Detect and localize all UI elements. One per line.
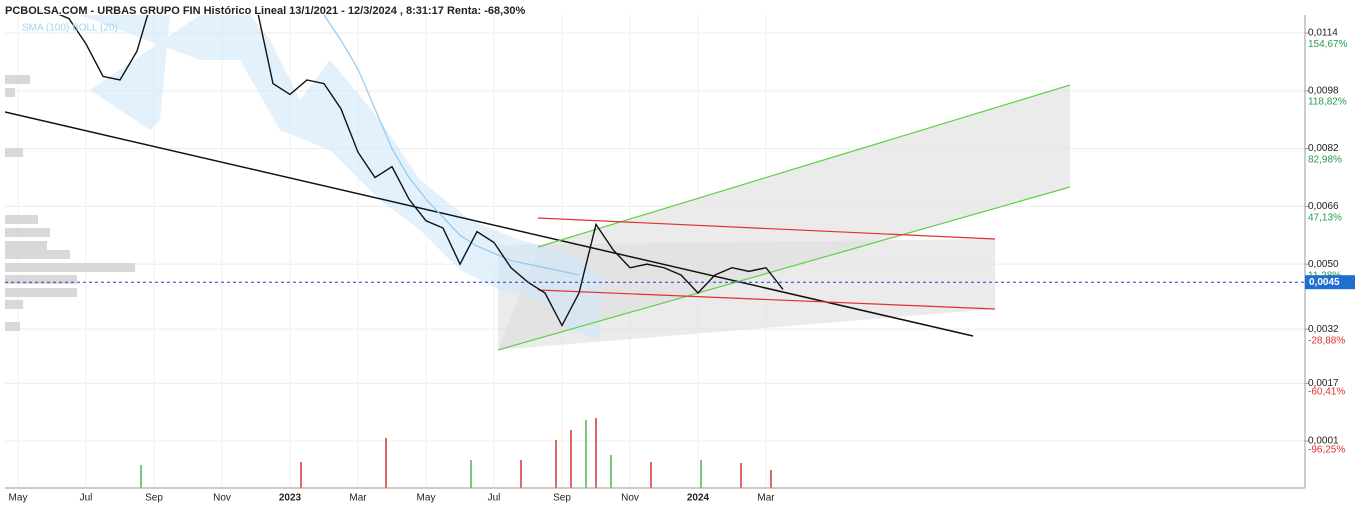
drawings (5, 15, 1071, 488)
y2-tick-label: 118,82% (1308, 97, 1347, 108)
trend-line (5, 111, 974, 337)
y-tick-label: 0,0098 (1308, 85, 1339, 96)
y2-tick-label: 154,67% (1308, 39, 1348, 50)
x-tick-label: Sep (553, 493, 571, 504)
x-tick-label: 2024 (687, 493, 710, 504)
volume-bars (140, 418, 772, 488)
x-tick-label: 2023 (279, 493, 302, 504)
y-tick-label: 0,0066 (1308, 201, 1339, 212)
y2-tick-label: 82,98% (1308, 155, 1342, 166)
x-tick-label: Mar (349, 493, 367, 504)
channel-line (537, 217, 996, 240)
last-price-label: 0,0045 (1309, 277, 1340, 288)
x-tick-label: May (417, 493, 436, 504)
x-tick-label: Nov (621, 493, 639, 504)
y-tick-label: 0,0082 (1308, 143, 1339, 154)
x-tick-label: May (9, 493, 28, 504)
y2-tick-label: -28,88% (1308, 335, 1345, 346)
y-tick-label: 0,0114 (1308, 28, 1338, 39)
x-tick-label: Nov (213, 493, 231, 504)
x-tick-label: Sep (145, 493, 163, 504)
chart-title: PCBOLSA.COM - URBAS GRUPO FIN Histórico … (5, 5, 525, 17)
legend: SMA (100) BOLL (20) (22, 23, 118, 34)
y-tick-label: 0,0017 (1308, 378, 1339, 389)
y-tick-label: 0,0001 (1308, 436, 1339, 447)
series-line (58, 15, 784, 328)
bollinger-band (80, 15, 600, 340)
channel-area (498, 239, 995, 350)
y2-tick-label: -60,41% (1308, 386, 1345, 397)
y-tick-label: 0,0032 (1308, 324, 1339, 335)
y2-tick-label: 47,13% (1308, 213, 1342, 224)
x-tick-label: Jul (80, 493, 93, 504)
y-tick-label: 0,0050 (1308, 259, 1339, 270)
grid (5, 15, 1305, 488)
channel-line (537, 289, 996, 310)
y2-tick-label: -96,25% (1308, 444, 1345, 455)
channel-line (537, 84, 1071, 248)
last-price-box (1305, 275, 1355, 290)
x-tick-label: Jul (488, 493, 501, 504)
series-line (323, 15, 580, 276)
channel-line (497, 186, 1071, 351)
x-tick-label: Mar (757, 493, 775, 504)
series-layer (58, 15, 784, 328)
volume-profile (5, 75, 135, 331)
